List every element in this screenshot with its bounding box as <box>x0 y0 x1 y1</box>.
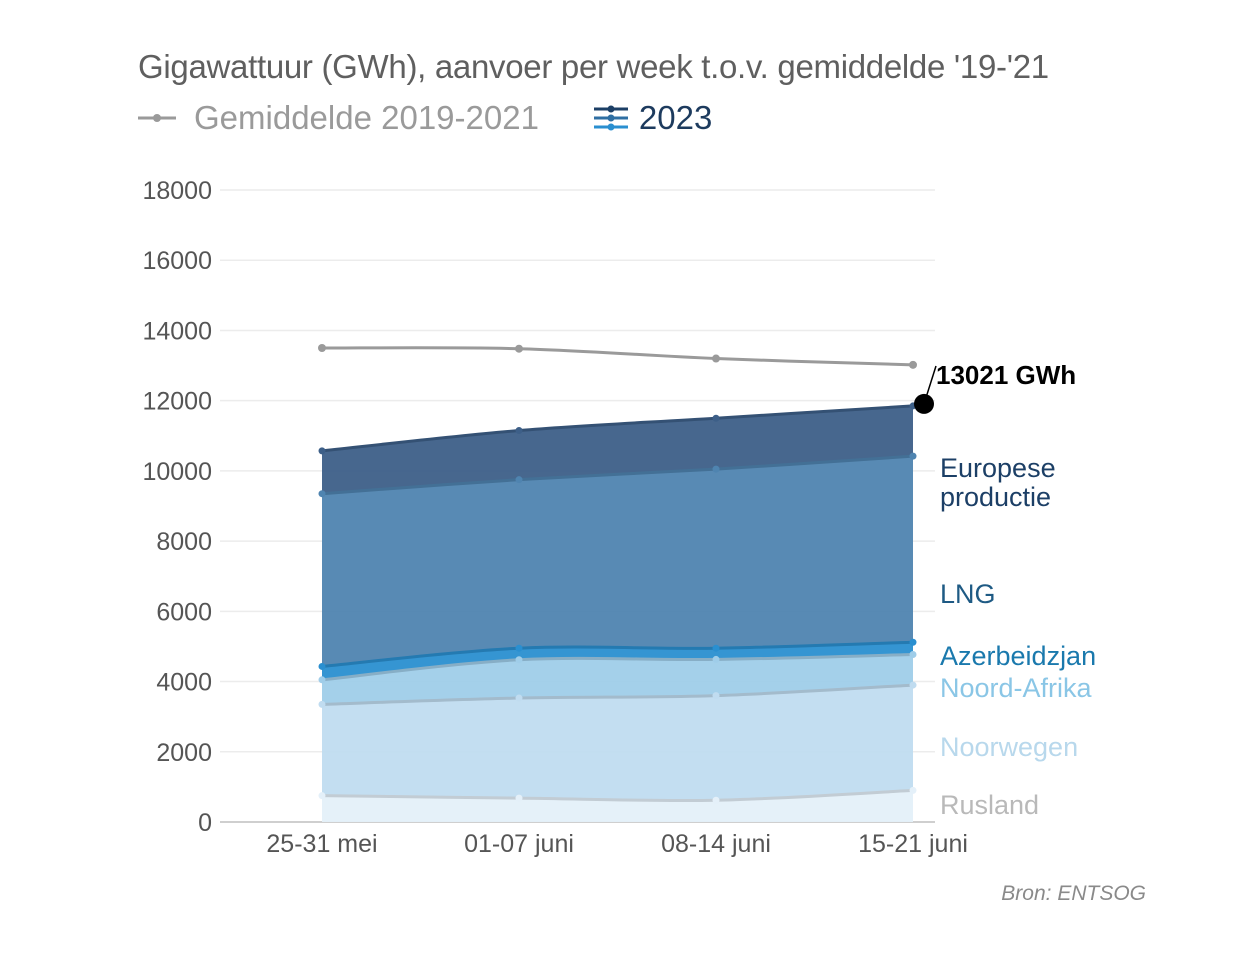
y-tick-label: 12000 <box>142 388 212 416</box>
y-tick-label: 16000 <box>142 247 212 275</box>
area-noord-afrika <box>322 654 913 705</box>
line-noord-afrika <box>321 653 914 682</box>
series-label-rusland: Rusland <box>940 790 1039 820</box>
point-azerbeidzjan <box>318 662 326 670</box>
series-label-azerbeidzjan: Azerbeidzjan <box>940 641 1096 671</box>
line-lng <box>321 454 914 496</box>
legend-item-2023[interactable]: 2023 <box>593 99 712 137</box>
point-noord-afrika <box>318 676 326 684</box>
point-europese-productie <box>712 414 720 422</box>
y-tick-label: 14000 <box>142 317 212 345</box>
point-noorwegen <box>318 700 326 708</box>
y-tick-label: 18000 <box>142 177 212 205</box>
average-line <box>321 346 914 367</box>
y-tick-label: 8000 <box>156 528 212 556</box>
legend-label-2023: 2023 <box>638 99 713 136</box>
point-lng <box>515 476 523 484</box>
average-point <box>909 360 917 369</box>
series-label-europese-productie: Europese productie <box>940 453 1056 512</box>
point-noorwegen <box>909 681 917 689</box>
series-label-lng: LNG <box>940 579 996 609</box>
average-point <box>515 344 523 353</box>
y-tick-label: 0 <box>198 809 212 837</box>
area-noorwegen <box>322 685 913 801</box>
line-rusland <box>321 788 914 803</box>
line-noorwegen <box>321 683 914 706</box>
point-rusland <box>318 792 326 800</box>
point-noord-afrika <box>515 656 523 664</box>
point-rusland <box>712 796 720 804</box>
point-noord-afrika <box>712 655 720 663</box>
chart-title: Gigawattuur (GWh), aanvoer per week t.o.… <box>138 48 1049 85</box>
x-tick-label: 15-21 juni <box>858 830 968 858</box>
x-tick-label: 08-14 juni <box>661 830 771 858</box>
x-tick-label: 25-31 mei <box>266 830 377 858</box>
stacked-lines-icon <box>593 105 628 131</box>
point-europese-productie <box>515 427 523 435</box>
source-note: Bron: ENTSOG <box>1001 882 1146 905</box>
legend-label-average: Gemiddelde 2019-2021 <box>194 99 539 136</box>
legend-item-average[interactable]: Gemiddelde 2019-2021 <box>138 99 539 137</box>
area-lng <box>322 456 913 667</box>
x-tick-label: 01-07 juni <box>464 830 574 858</box>
y-tick-label: 2000 <box>156 739 212 767</box>
point-azerbeidzjan <box>712 644 720 652</box>
point-noord-afrika <box>909 651 917 659</box>
line-europese-productie <box>321 404 914 453</box>
series-label-noord-afrika: Noord-Afrika <box>940 673 1093 703</box>
point-rusland <box>515 794 523 802</box>
point-lng <box>909 452 917 460</box>
series-label-noorwegen: Noorwegen <box>940 732 1078 762</box>
legend: Gemiddelde 2019-2021 2023 <box>138 96 712 140</box>
point-europese-productie <box>318 447 326 455</box>
point-noorwegen <box>515 694 523 702</box>
average-point <box>712 354 720 363</box>
y-tick-label: 4000 <box>156 669 212 697</box>
point-rusland <box>909 786 917 794</box>
point-azerbeidzjan <box>515 644 523 652</box>
area-europese-productie <box>322 405 913 494</box>
average-point <box>318 344 326 352</box>
point-lng <box>712 465 720 473</box>
y-tick-label: 10000 <box>142 458 212 486</box>
point-noorwegen <box>712 692 720 700</box>
point-lng <box>318 490 326 498</box>
y-tick-label: 6000 <box>156 598 212 626</box>
callout-label: 13021 GWh <box>936 360 1076 390</box>
line-azerbeidzjan <box>321 640 914 668</box>
point-azerbeidzjan <box>909 638 917 646</box>
callout-marker <box>914 393 934 414</box>
line-marker-icon <box>138 114 176 122</box>
